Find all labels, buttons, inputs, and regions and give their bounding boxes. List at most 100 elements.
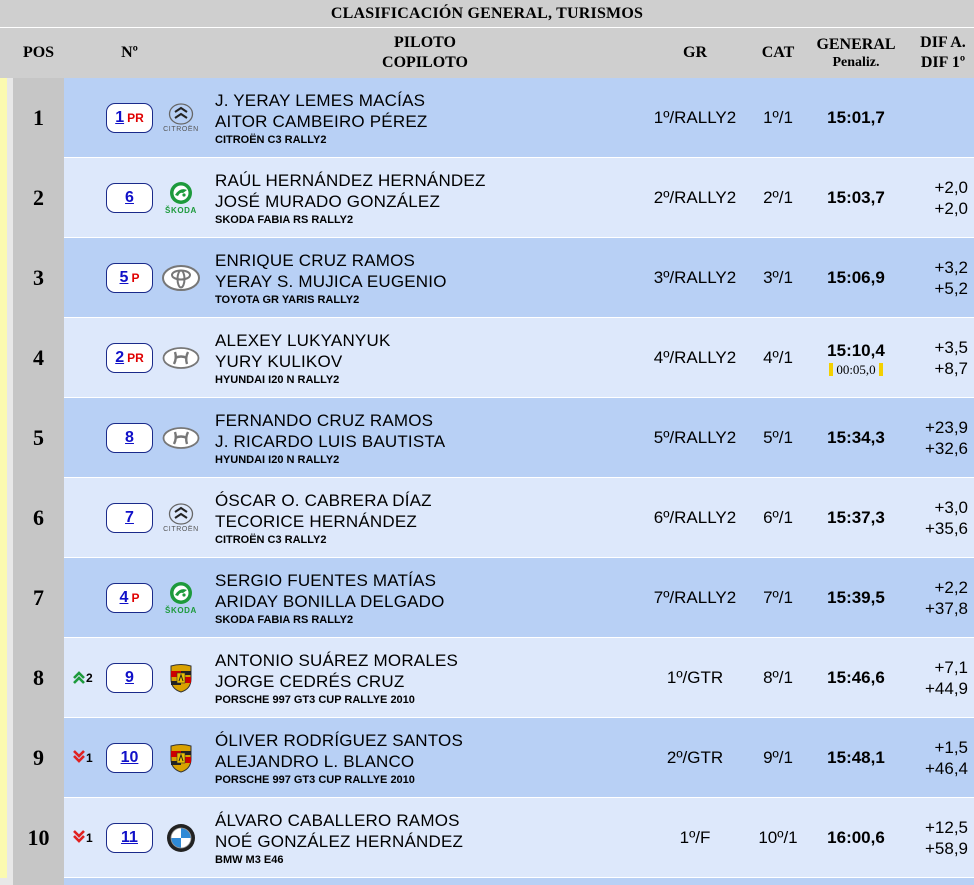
category-position: 8º/1: [763, 668, 793, 687]
car-number-link[interactable]: 9: [125, 669, 134, 686]
brand-wordmark: ŠKODA: [165, 206, 197, 215]
car-number-badge[interactable]: 1 PR: [106, 103, 153, 133]
difference-cell: +3,5 +8,7: [908, 318, 974, 398]
group-position: 1º/RALLY2: [653, 108, 737, 127]
car-number-link[interactable]: 7: [125, 509, 134, 526]
position-change-count: 1: [86, 831, 93, 845]
crew-cell: ENRIQUE CRUZ RAMOS YERAY S. MUJICA EUGENI…: [215, 250, 635, 308]
car-number-badge[interactable]: 2 PR: [106, 343, 153, 373]
car-model: TOYOTA GR YARIS RALLY2: [215, 294, 360, 306]
car-number-link[interactable]: 4: [119, 589, 129, 606]
driver-name: ÓLIVER RODRÍGUEZ SANTOS: [215, 731, 463, 750]
car-number-link[interactable]: 11: [121, 829, 138, 846]
diff-first: +5,2: [934, 279, 968, 298]
driver-name: ANTONIO SUÁREZ MORALES: [215, 651, 459, 670]
position-change: 2: [72, 668, 93, 688]
car-number-link[interactable]: 2: [115, 349, 125, 366]
difference-cell: +3,0 +35,6: [908, 478, 974, 558]
car-number-badge[interactable]: 11: [106, 823, 153, 853]
general-time-cell: 15:06,9: [806, 238, 906, 318]
table-row-partial: [0, 878, 974, 885]
classification-rows: 1 1 PR CITROËN J. YERAY LEMES MACÍAS AITOR CA…: [0, 78, 974, 878]
diff-previous: +3,5: [934, 338, 968, 357]
diff-previous: +1,5: [934, 738, 968, 757]
group-position: 2º/RALLY2: [653, 188, 737, 207]
diff-previous: +7,1: [934, 658, 968, 677]
general-time-cell: 15:48,1: [806, 718, 906, 798]
general-time: 15:03,7: [827, 188, 885, 207]
diff-previous: +2,0: [934, 178, 968, 197]
car-number-badge[interactable]: 9: [106, 663, 153, 693]
crew-cell: SERGIO FUENTES MATÍAS ARIDAY BONILLA DELG…: [215, 570, 635, 628]
codriver-name: JORGE CEDRÉS CRUZ: [215, 672, 405, 691]
crew-cell: RAÚL HERNÁNDEZ HERNÁNDEZ JOSÉ MURADO GONZ…: [215, 170, 635, 228]
diff-first: +2,0: [934, 199, 968, 218]
position-change-count: 1: [86, 751, 93, 765]
car-number-link[interactable]: 6: [125, 189, 134, 206]
car-number-badge[interactable]: 8: [106, 423, 153, 453]
group-position: 4º/RALLY2: [653, 348, 737, 367]
priority-tag: PR: [127, 111, 144, 125]
general-time-cell: 15:03,7: [806, 158, 906, 238]
double-chevron-down-icon: [72, 749, 86, 768]
header-crew: PILOTO COPILOTO: [300, 28, 550, 78]
general-time: 15:46,6: [827, 668, 885, 687]
table-header: POS Nº PILOTO COPILOTO GR CAT GENERAL Pe…: [0, 28, 974, 78]
position-cell: 2: [13, 158, 64, 238]
header-number: Nº: [121, 44, 138, 61]
driver-name: FERNANDO CRUZ RAMOS: [215, 411, 434, 430]
difference-cell: [908, 78, 974, 158]
car-model: HYUNDAI I20 N RALLY2: [215, 374, 340, 386]
car-number-badge[interactable]: 7: [106, 503, 153, 533]
table-row: 7 4 P ŠKODA SERGIO FUENTES MATÍAS ARIDAY BONI…: [0, 558, 974, 638]
difference-cell: +1,5 +46,4: [908, 718, 974, 798]
difference-cell: +2,0 +2,0: [908, 158, 974, 238]
position-change: 1: [72, 748, 93, 768]
car-number-badge[interactable]: 10: [106, 743, 153, 773]
codriver-name: ALEJANDRO L. BLANCO: [215, 752, 415, 771]
difference-cell: +2,2 +37,8: [908, 558, 974, 638]
car-number-link[interactable]: 10: [120, 749, 139, 766]
group-position: 5º/RALLY2: [653, 428, 737, 447]
position-change-count: 2: [86, 671, 93, 685]
skoda-logo: ŠKODA: [160, 578, 202, 618]
porsche-logo: [160, 738, 202, 778]
table-row: 3 5 P ENRIQUE CRUZ RAMOS YERAY S. MUJICA EUG…: [0, 238, 974, 318]
driver-name: RAÚL HERNÁNDEZ HERNÁNDEZ: [215, 171, 486, 190]
position-cell: 6: [13, 478, 64, 558]
difference-cell: +7,1 +44,9: [908, 638, 974, 718]
page-title: CLASIFICACIÓN GENERAL, TURISMOS: [0, 0, 974, 27]
diff-previous: +2,2: [934, 578, 968, 597]
car-model: PORSCHE 997 GT3 CUP RALLYE 2010: [215, 694, 415, 706]
header-penaliz-label: Penaliz.: [832, 55, 880, 70]
porsche-logo: [160, 658, 202, 698]
table-row: 9 1 10 ÓLIVER RODRÍGUEZ SANTOS ALEJANDRO L. …: [0, 718, 974, 798]
position-cell: 7: [13, 558, 64, 638]
position-cell: 8: [13, 638, 64, 718]
header-gr: GR: [683, 44, 707, 61]
car-number-link[interactable]: 8: [125, 429, 134, 446]
car-number-badge[interactable]: 6: [106, 183, 153, 213]
crew-cell: ÁLVARO CABALLERO RAMOS NOÉ GONZÁLEZ HERNÁ…: [215, 810, 635, 868]
car-number-link[interactable]: 1: [115, 109, 125, 126]
codriver-name: ARIDAY BONILLA DELGADO: [215, 592, 445, 611]
toyota-logo: [160, 258, 202, 298]
general-time: 15:48,1: [827, 748, 885, 767]
table-row: 8 2 9 ANTONIO SUÁREZ MORALES JORGE CEDRÉS CR…: [0, 638, 974, 718]
general-time: 15:06,9: [827, 268, 885, 287]
car-number-link[interactable]: 5: [119, 269, 129, 286]
diff-first: +35,6: [924, 519, 968, 538]
crew-cell: FERNANDO CRUZ RAMOS J. RICARDO LUIS BAUTI…: [215, 410, 635, 468]
diff-previous: +12,5: [924, 818, 968, 837]
category-position: 7º/1: [763, 588, 793, 607]
difference-cell: +3,2 +5,2: [908, 238, 974, 318]
diff-first: +44,9: [924, 679, 968, 698]
group-position: 6º/RALLY2: [653, 508, 737, 527]
driver-name: ÓSCAR O. CABRERA DÍAZ: [215, 491, 432, 510]
category-position: 9º/1: [763, 748, 793, 767]
category-position: 4º/1: [763, 348, 793, 367]
driver-name: ALEXEY LUKYANYUK: [215, 331, 391, 350]
